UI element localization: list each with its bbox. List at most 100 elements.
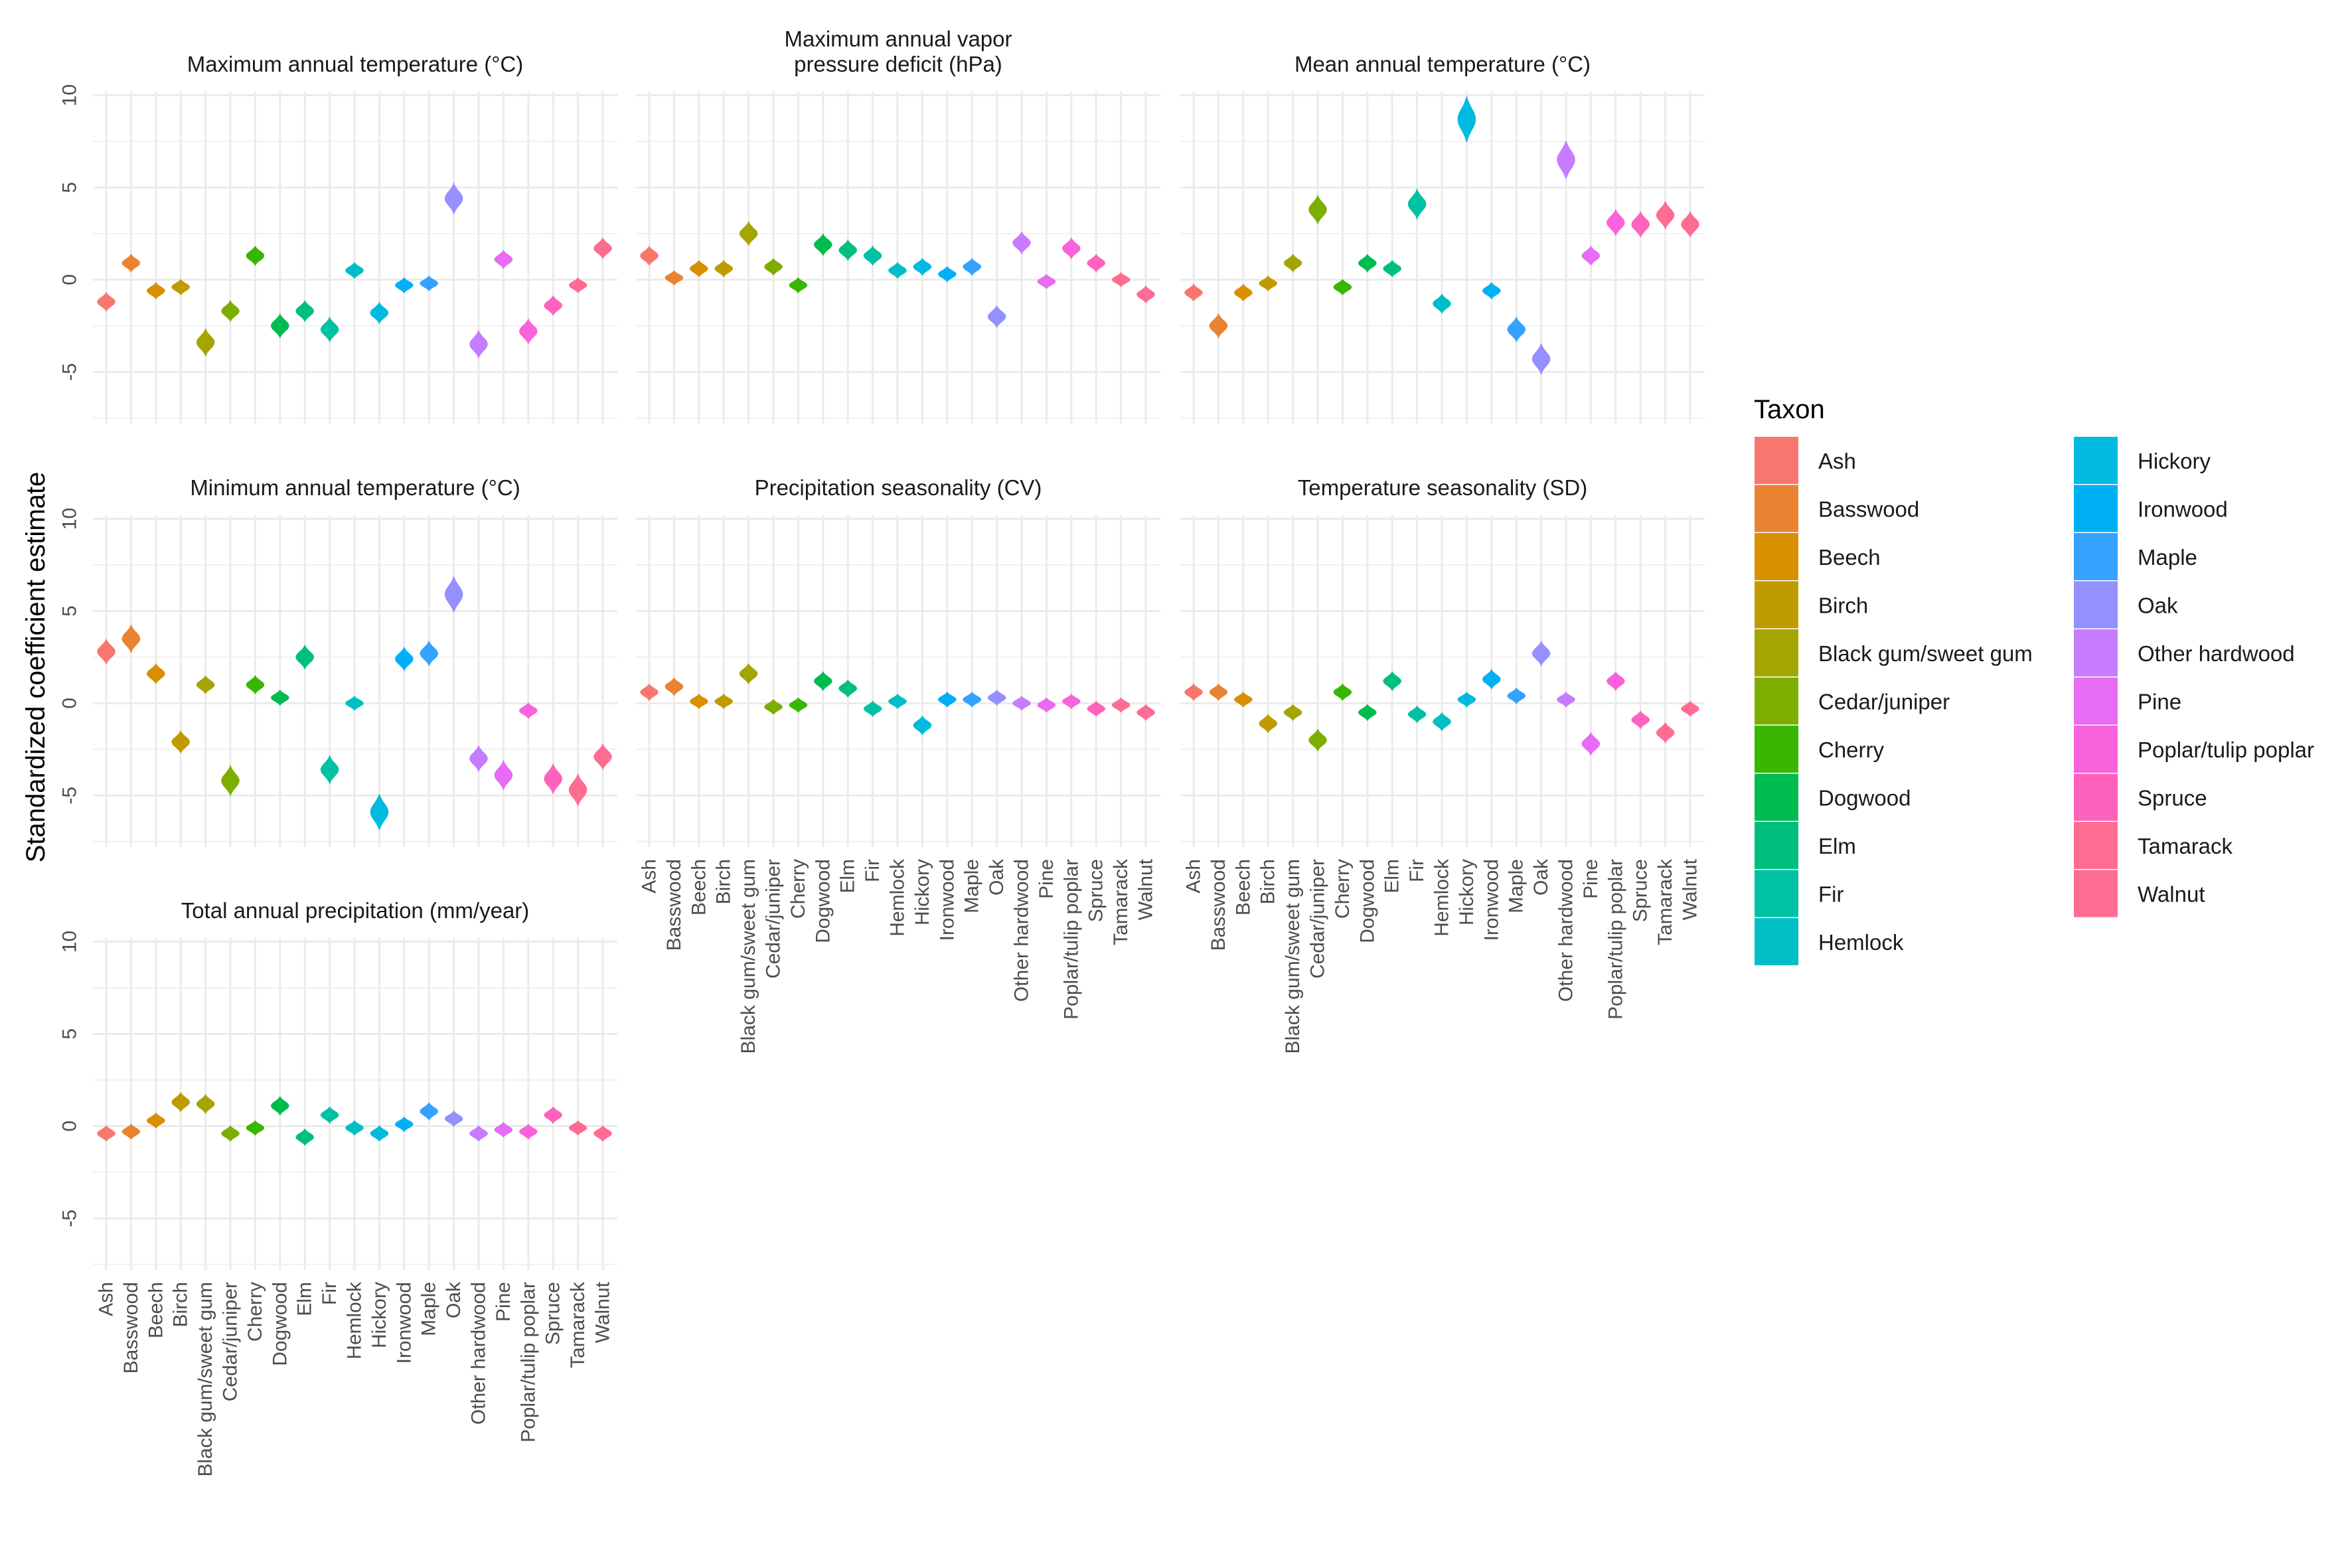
y-axis-title: Standardized coefficient estimate — [21, 472, 50, 863]
x-tick-label: Pine — [1580, 859, 1602, 899]
facet-panel: Maximum annual temperature (°C) -5 0 5 10 — [59, 52, 617, 424]
violin-mark — [1184, 283, 1203, 302]
x-tick-label: Hickory — [911, 859, 933, 925]
violin-mark — [1308, 194, 1327, 225]
violin-mark — [1062, 237, 1081, 260]
violin-mark — [97, 638, 116, 665]
x-tick-label: Poplar/tulip poplar — [1605, 859, 1626, 1020]
y-tick-label: 5 — [59, 182, 81, 193]
x-tick-label: Hemlock — [887, 858, 909, 937]
legend-label: Cherry — [1818, 738, 1885, 762]
x-tick-label: Ironwood — [936, 859, 958, 941]
violin-mark — [196, 1093, 215, 1115]
violin-mark — [345, 262, 364, 279]
violin-mark — [246, 1120, 265, 1136]
violin-mark — [1087, 700, 1105, 718]
violin-mark — [1383, 260, 1401, 277]
legend-label: Hickory — [2138, 449, 2211, 473]
violin-mark — [121, 254, 141, 273]
violin-mark — [1581, 732, 1601, 756]
legend-key — [2074, 485, 2118, 532]
x-tick-label: Ash — [1183, 859, 1205, 894]
x-tick-label: Cedar/juniper — [763, 859, 785, 979]
panel-title: Precipitation seasonality (CV) — [755, 475, 1042, 500]
violin-mark — [147, 663, 165, 685]
x-tick-label: Fir — [1406, 859, 1428, 882]
violin-mark — [1111, 697, 1131, 713]
violin-mark — [147, 1112, 165, 1129]
legend-key — [1755, 822, 1798, 869]
x-tick-label: Other hardwood — [1555, 859, 1577, 1002]
violin-mark — [1531, 343, 1551, 376]
violin-mark — [593, 743, 612, 771]
x-tick-label: Tamarack — [1110, 858, 1132, 945]
violin-mark — [469, 1125, 488, 1142]
violin-mark — [1259, 275, 1277, 291]
legend-label: Cedar/juniper — [1818, 689, 1950, 714]
violin-mark — [370, 301, 389, 325]
violin-mark — [320, 316, 339, 343]
violin-mark — [171, 730, 190, 754]
legend-key — [1755, 581, 1798, 629]
x-tick-label: Cherry — [1332, 859, 1354, 919]
x-tick-label: Other hardwood — [468, 1282, 490, 1425]
violin-mark — [1557, 141, 1575, 179]
violin-mark — [519, 318, 538, 345]
violin-mark — [469, 329, 488, 359]
violin-mark — [444, 182, 463, 216]
x-tick-label: Birch — [713, 859, 735, 904]
violin-mark — [544, 295, 562, 317]
violin-mark — [1383, 670, 1401, 692]
violin-mark — [665, 270, 684, 286]
x-tick-label: Other hardwood — [1011, 859, 1033, 1002]
legend-label: Ironwood — [2138, 497, 2228, 521]
x-tick-label: Walnut — [592, 1281, 614, 1343]
violin-mark — [295, 1128, 314, 1146]
panel-title: Temperature seasonality (SD) — [1298, 475, 1588, 500]
x-tick-label: Pine — [493, 1282, 514, 1322]
violin-mark — [1507, 687, 1526, 704]
violin-mark — [271, 689, 289, 706]
legend-key — [2074, 533, 2118, 580]
x-tick-label: Spruce — [1085, 859, 1107, 922]
legend-key — [2074, 822, 2118, 869]
x-tick-label: Beech — [688, 859, 710, 915]
violin-mark — [938, 266, 957, 283]
legend-key — [1755, 485, 1798, 532]
legend-key — [1755, 677, 1798, 725]
x-tick-label: Black gum/sweet gum — [738, 859, 759, 1054]
violin-mark — [1111, 272, 1131, 287]
x-tick-label: Dogwood — [269, 1282, 291, 1366]
x-tick-label: Maple — [1506, 859, 1528, 913]
violin-mark — [147, 281, 165, 300]
violin-mark — [196, 675, 215, 695]
legend-key — [1755, 870, 1798, 917]
violin-mark — [1531, 640, 1551, 667]
violin-mark — [420, 640, 438, 667]
violin-mark — [963, 258, 981, 276]
violin-mark — [913, 258, 932, 276]
violin-mark — [568, 1120, 588, 1136]
violin-mark — [1283, 254, 1302, 273]
violin-mark — [1607, 208, 1625, 237]
violin-mark — [171, 1091, 190, 1113]
legend-label: Other hardwood — [2138, 641, 2295, 666]
facet-panel: Minimum annual temperature (°C) -5 0 5 10 — [59, 475, 617, 847]
violin-mark — [690, 693, 708, 710]
legend-label: Walnut — [2138, 882, 2205, 906]
violin-mark — [1062, 693, 1081, 710]
x-tick-label: Basswood — [120, 1282, 142, 1373]
x-tick-label: Ash — [639, 859, 661, 894]
violin-mark — [221, 299, 240, 323]
violin-mark — [963, 691, 981, 708]
violin-mark — [1656, 722, 1675, 744]
violin-mark — [444, 576, 463, 613]
x-tick-label: Oak — [1530, 858, 1552, 896]
violin-mark — [345, 1120, 364, 1136]
panel-title: Mean annual temperature (°C) — [1294, 52, 1591, 76]
x-tick-label: Fir — [319, 1282, 341, 1305]
violin-mark — [739, 663, 758, 685]
x-tick-label: Birch — [170, 1282, 192, 1327]
y-tick-label: 0 — [59, 698, 81, 709]
